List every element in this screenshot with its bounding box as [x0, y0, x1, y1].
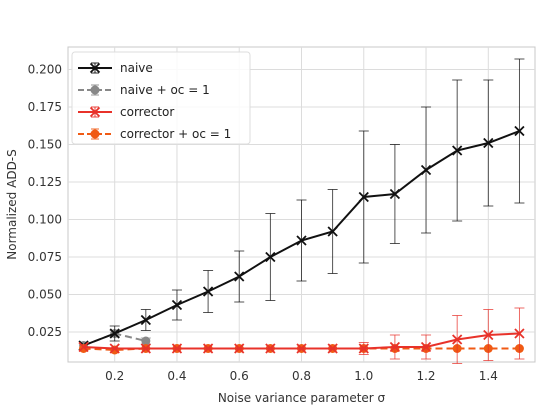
legend-naive-point — [89, 62, 101, 74]
corrector-point — [109, 343, 120, 354]
series-layer — [78, 58, 525, 364]
legend: naive naive + oc = 1 corrector corrector + … — [71, 51, 251, 145]
x-tick-label: 0.8 — [292, 369, 311, 383]
y-axis-label: Normalized ADD-S — [5, 149, 19, 260]
corrector-oc-1-point — [79, 344, 89, 353]
corrector-oc-1-point — [110, 345, 120, 355]
naive-point — [171, 299, 183, 311]
corrector-point — [389, 341, 401, 353]
series-corrector — [78, 307, 525, 364]
naive-point — [202, 286, 214, 297]
corrector-point — [452, 334, 463, 345]
corrector-point — [420, 341, 432, 353]
legend-label: corrector — [120, 105, 174, 119]
legend-entry-corrector-oc-1: corrector + oc = 1 — [78, 127, 231, 141]
legend-label: naive + oc = 1 — [120, 83, 210, 97]
y-tick-label: 0.175 — [28, 100, 62, 114]
naive-point — [327, 226, 338, 237]
naive-point — [265, 251, 276, 263]
naive-point — [452, 145, 463, 156]
naive-point — [296, 235, 307, 246]
x-tick-label: 1.2 — [416, 369, 435, 383]
corrector-point — [358, 343, 369, 354]
y-tick-label: 0.125 — [28, 175, 62, 189]
corrector-point — [265, 343, 276, 354]
legend-label: corrector + oc = 1 — [120, 127, 231, 141]
corrector-point — [483, 329, 494, 341]
x-tick-label: 0.4 — [167, 369, 186, 383]
x-axis-label: Noise variance parameter σ — [218, 391, 386, 405]
corrector-point — [171, 343, 183, 354]
x-tick-label: 0.6 — [230, 369, 249, 383]
x-tick-label: 0.2 — [105, 369, 124, 383]
y-tick-label: 0.150 — [28, 138, 62, 152]
legend-entry-naive: naive — [78, 61, 153, 75]
y-tick-label: 0.075 — [28, 250, 62, 264]
x-tick-label: 1.4 — [479, 369, 498, 383]
corrector-point — [140, 343, 151, 354]
naive-point — [483, 137, 494, 149]
naive-oc-1-point — [141, 336, 151, 346]
corrector-point — [234, 343, 245, 354]
corrector-point — [327, 343, 338, 354]
legend-corrector-point — [89, 106, 101, 118]
legend-naive-oc-1-point — [90, 85, 100, 95]
naive-point — [514, 125, 525, 137]
legend-entry-corrector: corrector — [78, 105, 174, 119]
y-tick-label: 0.200 — [28, 63, 62, 77]
corrector-point — [202, 343, 214, 354]
legend-corrector-oc-1-point — [90, 129, 100, 139]
x-axis-ticks: 0.2 0.4 0.6 0.8 1.0 1.2 1.4 — [105, 369, 498, 383]
y-tick-label: 0.050 — [28, 288, 62, 302]
corrector-point — [78, 341, 89, 353]
naive-point — [358, 191, 369, 203]
legend-entry-naive-oc-1: naive + oc = 1 — [78, 83, 210, 97]
y-axis-ticks: 0.025 0.050 0.075 0.100 0.125 0.150 0.175 0.200 — [28, 63, 62, 340]
x-tick-label: 1.0 — [354, 369, 373, 383]
naive-point — [389, 188, 401, 200]
legend-label: naive — [120, 61, 153, 75]
corrector-point — [514, 328, 525, 339]
corrector-point — [296, 343, 307, 354]
naive-point — [109, 328, 120, 339]
naive-point — [234, 271, 245, 282]
legend-box — [71, 51, 251, 145]
y-tick-label: 0.100 — [28, 213, 62, 227]
naive-point — [140, 314, 151, 326]
naive-point — [420, 164, 432, 176]
y-tick-label: 0.025 — [28, 325, 62, 339]
